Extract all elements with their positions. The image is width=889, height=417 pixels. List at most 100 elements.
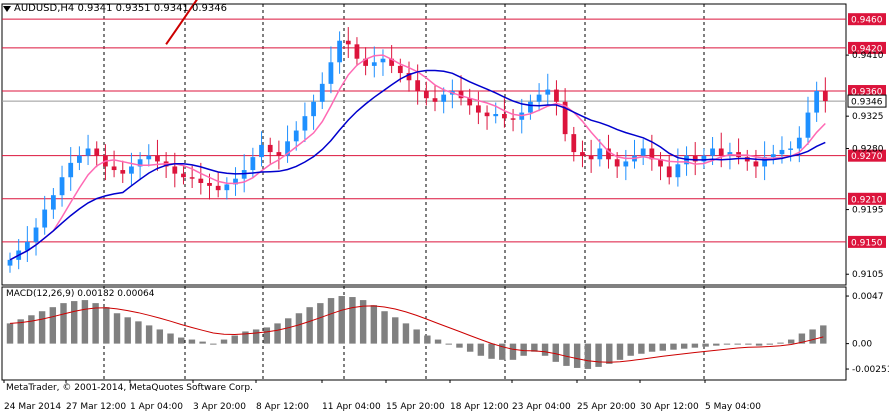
symbol-ohlc-text: AUDUSD,H4 0.9341 0.9351 0.9341 0.9346 — [14, 3, 227, 14]
candle-body — [146, 155, 152, 160]
candle-body — [85, 148, 91, 156]
candle-body — [493, 114, 499, 117]
macd-histogram-bar — [28, 315, 35, 344]
candle-body — [406, 73, 412, 81]
macd-axis-label: 0.00 — [852, 340, 872, 350]
candle-body — [189, 177, 195, 179]
candle-body — [779, 149, 785, 155]
candle-body — [762, 157, 767, 167]
price-level-tag — [848, 149, 886, 162]
price-axis-label: 0.9410 — [852, 51, 884, 61]
macd-histogram-bar — [755, 343, 763, 346]
candle-body — [380, 58, 386, 63]
macd-histogram-bar — [199, 341, 206, 344]
price-axis-label: 0.9280 — [852, 145, 884, 155]
candle-body — [241, 170, 247, 179]
macd-histogram-bar — [285, 318, 292, 344]
candle-body — [753, 161, 759, 167]
macd-histogram-bar — [402, 323, 410, 344]
macd-histogram-bar — [787, 339, 795, 344]
candle-body — [441, 94, 447, 102]
macd-histogram-bar — [488, 343, 495, 359]
candle-body — [597, 148, 603, 160]
candle-body — [571, 134, 577, 153]
candle-body — [120, 170, 126, 174]
price-level-tag — [848, 13, 886, 26]
macd-histogram-bar — [424, 335, 431, 344]
macd-histogram-bar — [531, 343, 538, 352]
candle-body — [475, 105, 481, 113]
candle-body — [484, 112, 490, 117]
candle-body — [649, 148, 655, 160]
macd-histogram-bar — [274, 323, 281, 344]
macd-histogram-bar — [17, 319, 24, 344]
candle-body — [588, 155, 594, 160]
macd-histogram-bar — [456, 343, 463, 348]
copyright-text: MetaTrader, © 2001-2014, MetaQuotes Soft… — [6, 383, 253, 393]
macd-histogram-bar — [6, 323, 14, 344]
macd-histogram-bar — [680, 343, 688, 349]
symbol-header: AUDUSD,H4 0.9341 0.9351 0.9341 0.9346 — [3, 3, 227, 14]
macd-histogram-bar — [210, 343, 217, 345]
macd-histogram-bar — [317, 303, 324, 344]
candle-body — [692, 155, 698, 162]
ma-mid-line — [9, 69, 826, 261]
macd-histogram-bar — [370, 305, 378, 344]
macd-histogram-bar — [242, 331, 249, 344]
macd-histogram-bar — [445, 343, 452, 345]
candle-body — [94, 148, 100, 156]
candle-body — [311, 101, 316, 117]
macd-pane-frame — [1, 286, 847, 381]
macd-histogram-bar — [499, 343, 506, 360]
candle-body — [744, 157, 750, 162]
macd-histogram-bar — [81, 300, 89, 344]
candle-body — [129, 166, 134, 174]
candle-body — [554, 89, 559, 102]
macd-indicator-label: MACD(12,26,9) 0.00182 0.00064 — [6, 289, 155, 299]
macd-histogram-bar — [434, 339, 442, 344]
time-axis-label: 24 Mar 2014 — [4, 402, 61, 412]
price-axis-label: 0.9325 — [852, 112, 884, 122]
candle-body — [137, 159, 143, 167]
candle-body — [423, 91, 429, 99]
candle-body — [606, 148, 611, 160]
candle-body — [181, 173, 186, 178]
price-level-tag — [848, 235, 886, 248]
candle-body — [545, 89, 551, 95]
price-level-label: 0.9270 — [851, 152, 883, 162]
candle-body — [233, 178, 238, 185]
macd-histogram-bar — [563, 343, 570, 366]
candle-body — [788, 148, 794, 150]
time-axis-label: 1 Apr 04:00 — [130, 402, 183, 412]
price-level-label: 0.9460 — [851, 16, 883, 26]
candle-body — [50, 195, 56, 210]
macd-histogram-bar — [691, 343, 699, 348]
macd-histogram-bar — [349, 297, 356, 344]
triangle-down-icon[interactable] — [3, 5, 11, 12]
macd-signal-line — [9, 305, 824, 363]
candle-body — [389, 58, 395, 66]
time-axis-label: 27 Mar 12:00 — [66, 402, 126, 412]
candle-body — [259, 144, 264, 158]
macd-histogram-bar — [809, 329, 816, 344]
macd-histogram-bar — [70, 301, 78, 344]
macd-histogram-bar — [306, 307, 313, 344]
macd-histogram-bar — [638, 343, 645, 354]
candle-body — [224, 184, 230, 191]
candle-body — [215, 185, 221, 191]
candle-body — [770, 154, 776, 158]
price-level-label: 0.9210 — [851, 195, 883, 205]
candle-body — [371, 62, 377, 66]
macd-histogram-bar — [702, 343, 709, 347]
macd-histogram-bar — [713, 343, 720, 346]
price-level-label: 0.9420 — [851, 44, 883, 54]
macd-histogram-bar — [103, 307, 110, 344]
macd-histogram-bar — [413, 329, 420, 344]
macd-histogram-bar — [798, 333, 806, 344]
macd-histogram-bar — [295, 313, 303, 344]
candle-body — [727, 152, 733, 156]
candle-body — [33, 227, 39, 242]
macd-histogram-bar — [606, 343, 613, 364]
